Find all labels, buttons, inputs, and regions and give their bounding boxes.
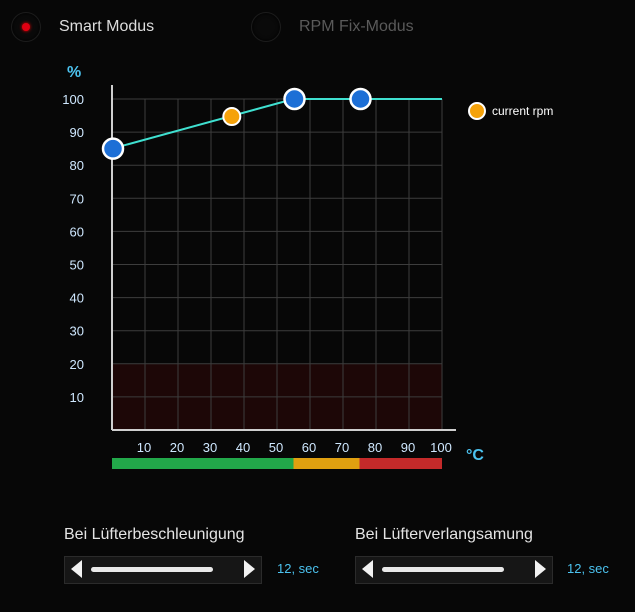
y-tick-label: 40 [70, 291, 84, 306]
y-unit-label: % [67, 64, 81, 81]
x-tick-label: 20 [170, 440, 184, 455]
deceleration-slider-track[interactable] [382, 567, 504, 572]
rpm-fix-mode-option[interactable]: RPM Fix-Modus [251, 12, 414, 42]
deceleration-label: Bei Lüfterverlangsamung [355, 526, 533, 543]
temperature-zone-bar [359, 458, 442, 469]
rpm-fix-mode-label: RPM Fix-Modus [299, 18, 414, 35]
x-tick-label: 60 [302, 440, 316, 455]
y-tick-label: 60 [70, 224, 84, 239]
rpm-fix-mode-radio[interactable] [251, 12, 281, 42]
deceleration-increase-arrow-icon[interactable] [535, 560, 546, 578]
x-tick-label: 30 [203, 440, 217, 455]
y-tick-label: 30 [70, 324, 84, 339]
curve-control-point[interactable] [101, 137, 125, 160]
current-rpm-marker [222, 107, 242, 127]
x-tick-label: 50 [269, 440, 283, 455]
y-tick-label: 90 [70, 125, 84, 140]
x-tick-label: 80 [368, 440, 382, 455]
y-tick-label: 50 [70, 258, 84, 273]
x-tick-label: 70 [335, 440, 349, 455]
y-tick-label: 100 [62, 92, 84, 107]
acceleration-slider[interactable] [64, 556, 262, 584]
deceleration-decrease-arrow-icon[interactable] [362, 560, 373, 578]
x-tick-label: 100 [430, 440, 452, 455]
curve-control-point[interactable] [283, 87, 306, 111]
acceleration-decrease-arrow-icon[interactable] [71, 560, 82, 578]
y-tick-label: 70 [70, 191, 84, 206]
legend-current-rpm-label: current rpm [492, 104, 553, 118]
acceleration-increase-arrow-icon[interactable] [244, 560, 255, 578]
fan-curve-chart[interactable]: % °C 10 20 30 40 50 60 70 80 90 100 10 20 30 40 50 60 70… [0, 0, 635, 500]
deceleration-slider[interactable] [355, 556, 553, 584]
curve-control-point[interactable] [349, 87, 372, 111]
x-unit-label: °C [466, 447, 484, 464]
legend-current-rpm-marker [468, 102, 486, 120]
radio-selected-dot [22, 23, 30, 31]
deceleration-value: 12, sec [567, 561, 609, 576]
x-tick-label: 40 [236, 440, 250, 455]
fan-curve-line [111, 98, 442, 150]
smart-mode-label: Smart Modus [59, 18, 155, 35]
smart-mode-option[interactable]: Smart Modus [11, 12, 154, 42]
y-tick-label: 80 [70, 158, 84, 173]
temperature-zone-bar [293, 458, 360, 469]
temperature-zone-bar [112, 458, 294, 469]
acceleration-slider-track[interactable] [91, 567, 213, 572]
y-tick-label: 20 [70, 357, 84, 372]
y-tick-label: 10 [70, 390, 84, 405]
acceleration-label: Bei Lüfterbeschleunigung [64, 526, 245, 543]
smart-mode-radio[interactable] [11, 12, 41, 42]
x-tick-label: 10 [137, 440, 151, 455]
x-tick-label: 90 [401, 440, 415, 455]
acceleration-value: 12, sec [277, 561, 319, 576]
